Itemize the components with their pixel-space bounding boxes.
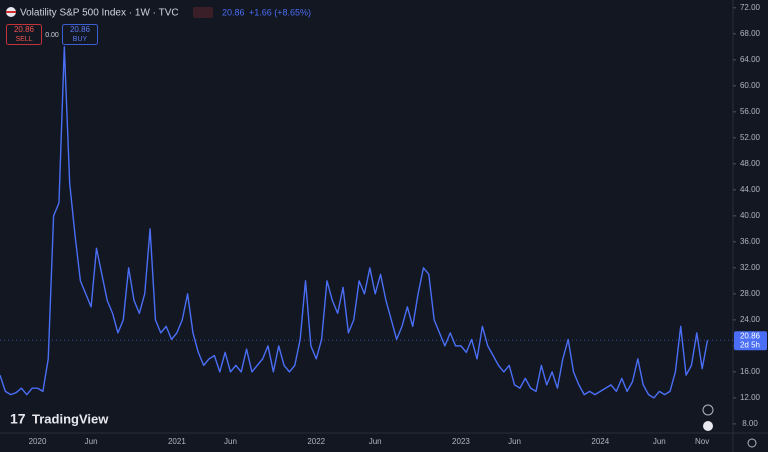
spread: 0.00 [45,32,59,39]
y-tick-label: 24.00 [740,315,761,324]
x-tick-label: 2023 [452,437,470,446]
y-tick-label: 48.00 [740,159,761,168]
sell-button[interactable] [6,24,42,45]
y-tick-label: 16.00 [740,367,761,376]
symbol-icon-band [6,11,16,13]
x-tick-label: 2022 [307,437,325,446]
price-line [0,46,709,399]
x-tick-label: Jun [508,437,521,446]
y-tick-label: 56.00 [740,107,761,116]
x-tick-label: Jun [653,437,666,446]
sell-price: 20.86 [14,25,35,34]
countdown-label: 2d 5h [740,340,760,349]
x-tick-label: Jun [369,437,382,446]
settings-icon[interactable] [747,438,757,448]
lightning-icon[interactable] [702,404,714,416]
x-tick-label: 2020 [29,437,47,446]
last-price-label: 20.86 [740,331,761,340]
symbol-marker [703,421,713,431]
y-tick-label: 36.00 [740,237,761,246]
last-price-box [734,331,767,351]
sell-label: SELL [15,36,32,43]
brand: TradingView [32,411,109,426]
x-tick-label: 2024 [591,437,609,446]
y-tick-label: 72.00 [740,3,761,12]
x-tick-label: Jun [224,437,237,446]
chart-title: Volatility S&P 500 Index · 1W · TVC [20,8,179,19]
y-tick-label: 44.00 [740,185,761,194]
buy-label: BUY [73,36,88,43]
y-tick-label: 32.00 [740,263,761,272]
x-tick-label: Nov [695,437,709,446]
y-tick-label: 28.00 [740,289,761,298]
x-tick-label: Jun [85,437,98,446]
x-tick-label: 2021 [168,437,186,446]
market-flag [193,7,213,18]
y-tick-label: 52.00 [740,133,761,142]
quote-change: +1.66 (+8.65%) [249,7,311,17]
y-tick-label: 40.00 [740,211,761,220]
buy-button[interactable] [62,24,98,45]
y-tick-label: 68.00 [740,29,761,38]
y-tick-label: 8.00 [742,419,758,428]
y-tick-label: 64.00 [740,55,761,64]
quote-price: 20.86 [222,7,245,17]
y-tick-label: 12.00 [740,393,761,402]
brand-logo-mark: 17 [10,411,26,427]
buy-price: 20.86 [70,25,91,34]
y-tick-label: 60.00 [740,81,761,90]
